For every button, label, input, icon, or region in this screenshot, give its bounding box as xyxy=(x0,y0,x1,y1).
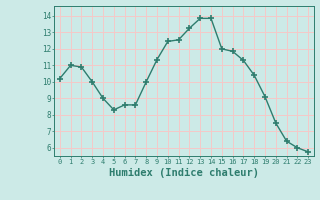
X-axis label: Humidex (Indice chaleur): Humidex (Indice chaleur) xyxy=(109,168,259,178)
